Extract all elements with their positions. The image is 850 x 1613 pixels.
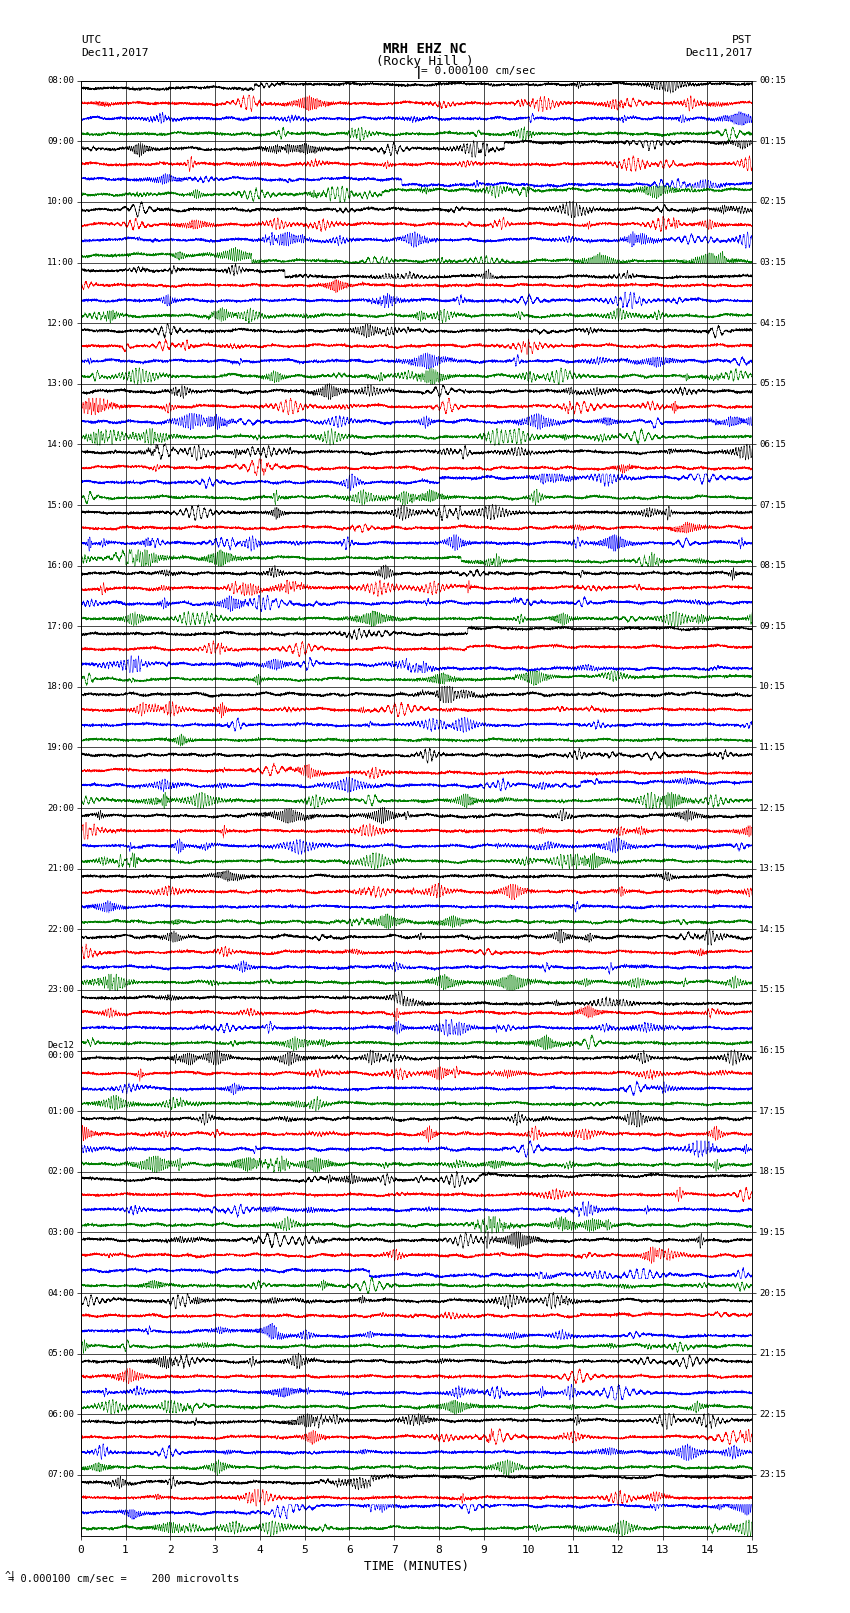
X-axis label: TIME (MINUTES): TIME (MINUTES) — [364, 1560, 469, 1573]
Text: MRH EHZ NC: MRH EHZ NC — [383, 42, 467, 56]
Text: ^|: ^| — [4, 1569, 16, 1581]
Text: Dec11,2017: Dec11,2017 — [81, 48, 148, 58]
Text: = 0.000100 cm/sec: = 0.000100 cm/sec — [421, 66, 536, 76]
Text: PST: PST — [732, 35, 752, 45]
Text: |: | — [415, 66, 422, 79]
Text: = 0.000100 cm/sec =    200 microvolts: = 0.000100 cm/sec = 200 microvolts — [8, 1574, 240, 1584]
Text: UTC: UTC — [81, 35, 101, 45]
Text: Dec11,2017: Dec11,2017 — [685, 48, 752, 58]
Text: (Rocky Hill ): (Rocky Hill ) — [377, 55, 473, 68]
